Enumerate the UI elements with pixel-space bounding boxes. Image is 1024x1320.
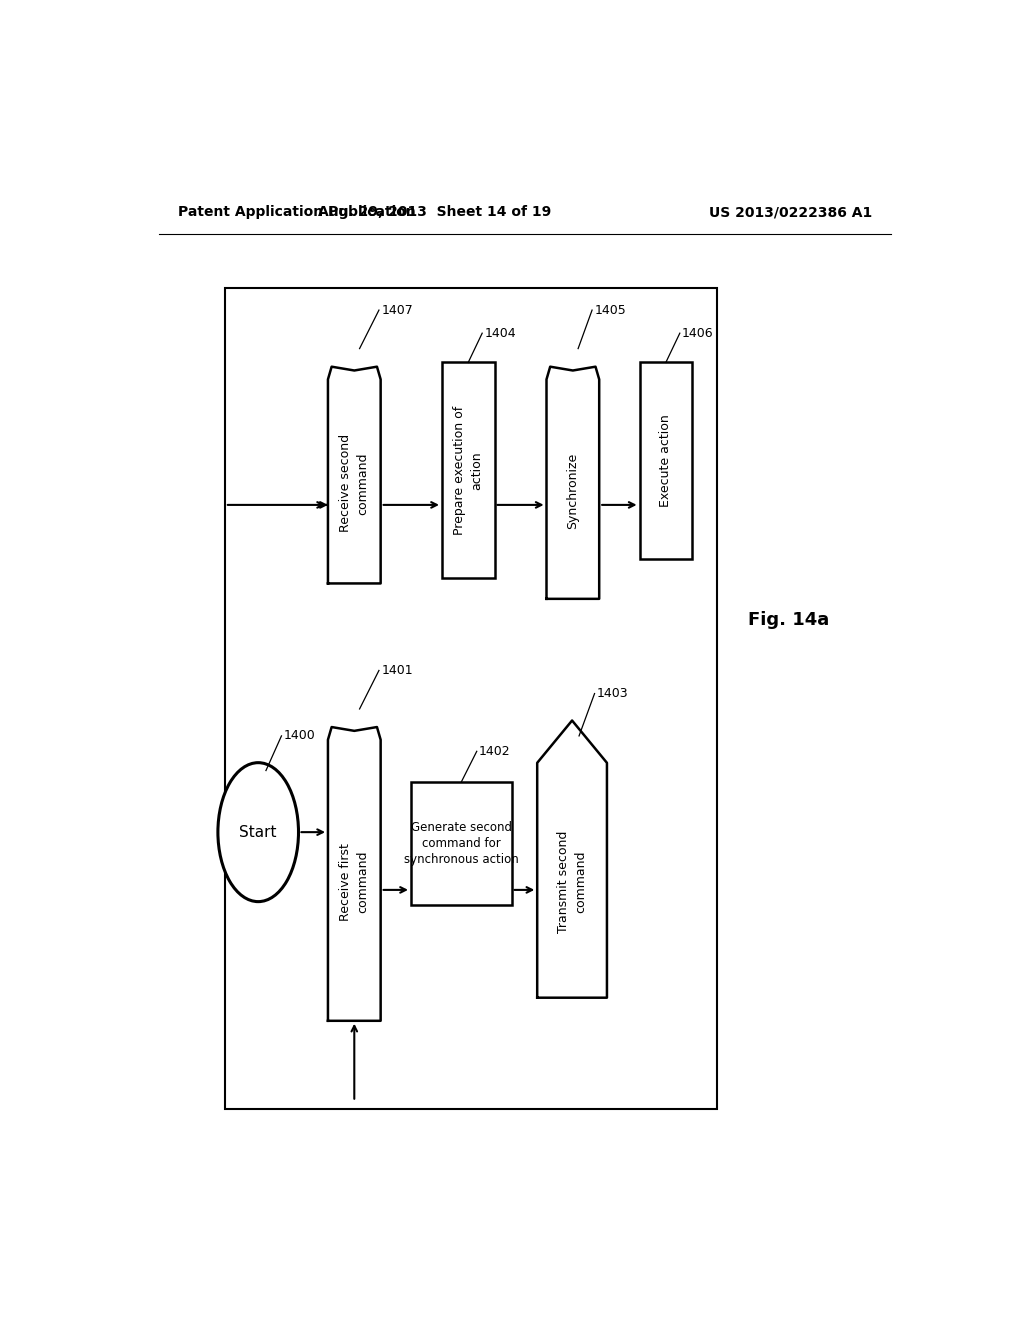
Text: Transmit second
command: Transmit second command: [557, 832, 587, 933]
Polygon shape: [442, 363, 495, 578]
Text: Generate second
command for
synchronous action: Generate second command for synchronous …: [403, 821, 518, 866]
Text: 1403: 1403: [597, 686, 629, 700]
Polygon shape: [547, 367, 599, 599]
Text: 1407: 1407: [381, 304, 413, 317]
Text: Execute action: Execute action: [659, 414, 673, 507]
Text: US 2013/0222386 A1: US 2013/0222386 A1: [709, 206, 872, 219]
Polygon shape: [328, 727, 381, 1020]
Polygon shape: [640, 363, 692, 558]
Text: 1402: 1402: [479, 744, 511, 758]
Text: Receive second
command: Receive second command: [339, 434, 370, 532]
Polygon shape: [538, 721, 607, 998]
Text: 1401: 1401: [381, 664, 413, 677]
Text: 1405: 1405: [594, 304, 626, 317]
Text: 1404: 1404: [484, 326, 516, 339]
Text: 1400: 1400: [284, 730, 315, 742]
Text: Patent Application Publication: Patent Application Publication: [178, 206, 416, 219]
Text: Start: Start: [240, 825, 276, 840]
Text: Fig. 14a: Fig. 14a: [748, 611, 829, 630]
Text: Synchronize: Synchronize: [566, 453, 580, 529]
Text: Receive first
command: Receive first command: [339, 843, 370, 921]
Text: Aug. 29, 2013  Sheet 14 of 19: Aug. 29, 2013 Sheet 14 of 19: [317, 206, 551, 219]
Polygon shape: [411, 781, 512, 906]
Ellipse shape: [218, 763, 299, 902]
Text: Prepare execution of
action: Prepare execution of action: [454, 405, 483, 535]
Polygon shape: [225, 288, 717, 1109]
Polygon shape: [328, 367, 381, 583]
Text: 1406: 1406: [682, 326, 714, 339]
